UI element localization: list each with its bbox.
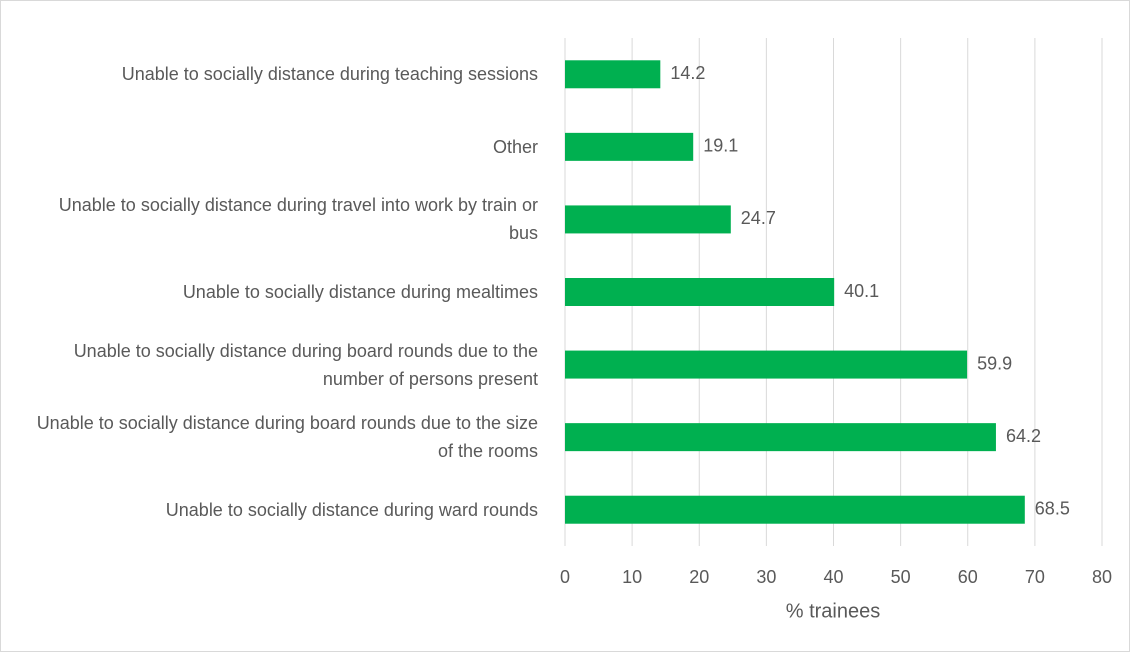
x-tick-label: 80 [1092, 567, 1112, 587]
data-label: 64.2 [1006, 426, 1041, 446]
y-tick-label: Unable to socially distance during board… [36, 413, 538, 462]
y-tick-label: Unable to socially distance during teach… [121, 64, 538, 85]
data-label: 14.2 [670, 63, 705, 83]
bar [565, 278, 835, 306]
bar [565, 495, 1025, 524]
y-tick-label: Other [492, 136, 538, 157]
bar [565, 350, 968, 379]
data-label: 40.1 [844, 281, 879, 301]
x-tick-label: 0 [560, 567, 570, 587]
x-tick-label: 40 [823, 567, 843, 587]
data-label: 59.9 [977, 353, 1012, 373]
x-axis-label: % trainees [786, 600, 881, 622]
y-tick-label: Unable to socially distance during board… [73, 340, 538, 389]
x-tick-label: 10 [622, 567, 642, 587]
x-tick-label: 60 [958, 567, 978, 587]
x-tick-label: 30 [756, 567, 776, 587]
x-tick-label: 70 [1025, 567, 1045, 587]
bar [565, 423, 996, 452]
bar [565, 132, 694, 161]
data-label: 19.1 [703, 136, 738, 156]
data-label: 68.5 [1035, 498, 1070, 518]
x-tick-label: 20 [689, 567, 709, 587]
y-tick-label: Unable to socially distance during mealt… [182, 282, 538, 302]
bar [565, 205, 731, 234]
bar [565, 60, 661, 89]
y-tick-label: Unable to socially distance during ward … [165, 499, 538, 520]
x-tick-label: 50 [891, 567, 911, 587]
y-tick-label: Unable to socially distance during trave… [58, 195, 538, 244]
data-label: 24.7 [741, 208, 776, 228]
